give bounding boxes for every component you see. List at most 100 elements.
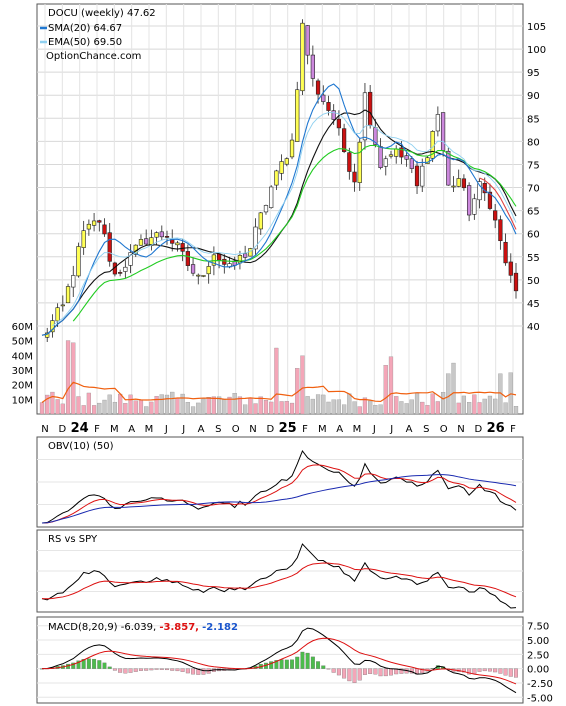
price-candle — [154, 232, 159, 238]
x-axis-label: F — [510, 424, 516, 435]
macd-histogram-bar — [290, 659, 294, 669]
x-axis-label: O — [440, 424, 448, 435]
macd-histogram-bar — [295, 656, 300, 669]
legend-sma-label: SMA(20) 64.67 — [48, 23, 122, 34]
volume-bar — [76, 396, 81, 415]
macd-histogram-bar — [368, 668, 373, 674]
x-axis-label: 25 — [279, 421, 297, 436]
x-axis-label: A — [128, 424, 135, 435]
price-candle — [71, 275, 76, 288]
price-candle — [440, 112, 446, 151]
volume-bar — [175, 397, 180, 415]
macd-histogram-bar — [71, 662, 76, 669]
x-axis-label: F — [94, 424, 100, 435]
macd-panel-frame — [36, 616, 524, 704]
price-candle — [76, 246, 81, 277]
price-candle — [347, 152, 352, 172]
price-tick-label: 105 — [527, 22, 546, 33]
price-candle — [211, 254, 217, 266]
price-candle — [341, 128, 347, 152]
obv-signal-line — [41, 464, 517, 524]
price-tick-label: 40 — [527, 322, 540, 333]
volume-bar — [378, 404, 383, 415]
rs-title: RS vs SPY — [48, 534, 98, 545]
x-axis-label: M — [353, 424, 362, 435]
x-axis-label: J — [181, 424, 185, 435]
macd-histogram-bar — [274, 660, 279, 669]
price-candle — [180, 243, 185, 252]
volume-bar — [86, 392, 91, 415]
volume-bar — [342, 404, 347, 415]
price-candle — [321, 94, 326, 102]
macd-histogram-bar — [86, 658, 91, 669]
x-axis-label: N — [41, 424, 48, 435]
macd-histogram-bar — [477, 668, 482, 672]
volume-bar — [383, 365, 388, 415]
price-tick-label: 95 — [527, 68, 540, 79]
volume-bar — [357, 406, 362, 415]
price-candle — [310, 54, 315, 79]
price-candle — [477, 181, 482, 201]
volume-bar — [112, 401, 118, 415]
x-axis-label: S — [423, 424, 429, 435]
macd-histogram-bar — [331, 668, 336, 673]
macd-histogram-bar — [269, 661, 274, 669]
macd-histogram-bar — [321, 665, 326, 669]
ema-red-line — [479, 177, 517, 230]
price-candle — [164, 236, 170, 238]
volume-bar — [487, 395, 493, 415]
price-candle — [513, 272, 519, 292]
price-candle — [503, 241, 508, 264]
x-axis-label: S — [215, 424, 221, 435]
macd-title: MACD(8,20,9) -6.039, -3.857, -2.182 — [48, 622, 238, 633]
x-axis-label: M — [110, 424, 119, 435]
price-moving-averages — [41, 83, 517, 404]
macd-histogram-bar — [138, 668, 143, 671]
volume-bar — [388, 356, 394, 415]
volume-bar — [253, 403, 258, 415]
macd-histogram-bar — [81, 658, 86, 669]
volume-bar — [133, 400, 138, 415]
price-candle — [493, 210, 498, 221]
volume-bar — [435, 401, 440, 415]
price-candle — [60, 304, 65, 307]
price-candle — [269, 186, 274, 208]
macd-histogram-bar — [279, 659, 284, 669]
x-axis-label: F — [302, 424, 308, 435]
volume-bars — [39, 340, 519, 415]
price-candle — [414, 165, 420, 187]
volume-bar — [321, 394, 326, 415]
volume-bar — [451, 362, 456, 415]
rs-ma-line — [41, 562, 517, 600]
price-candle — [284, 158, 289, 165]
price-axis-ticks: 105 100 95 90 85 80 75 70 65 60 55 50 45 40 — [527, 22, 546, 333]
volume-bar — [425, 405, 430, 415]
macd-histogram-bar — [92, 658, 97, 669]
x-axis-label: O — [232, 424, 240, 435]
macd-histogram-bar — [284, 659, 289, 669]
price-candle — [55, 307, 60, 322]
macd-histogram-bar — [159, 668, 164, 670]
volume-bar — [446, 373, 451, 415]
price-candle — [50, 320, 55, 333]
volume-bar — [138, 400, 144, 415]
volume-bar — [414, 392, 420, 415]
price-candle — [362, 92, 368, 141]
price-tick-label: 90 — [527, 91, 540, 102]
volume-bar — [326, 401, 331, 415]
macd-axis-ticks: 7.50 5.00 2.50 0.00 -2.50 -5.00 — [527, 622, 553, 705]
macd-histogram-bar — [133, 668, 138, 672]
x-axis-label: A — [406, 424, 413, 435]
price-title: DOCU (weekly) 47.62 — [48, 8, 156, 19]
x-axis-label: N — [457, 424, 464, 435]
obv-title: OBV(10) (50) — [48, 441, 114, 452]
price-candle — [472, 198, 477, 215]
macd-histogram-bar — [175, 668, 180, 672]
volume-bar — [368, 400, 373, 415]
volume-bar — [305, 396, 310, 415]
macd-histogram-bar — [508, 668, 513, 677]
volume-bar — [237, 396, 243, 415]
price-candle — [508, 261, 513, 276]
volume-bar — [185, 402, 190, 415]
